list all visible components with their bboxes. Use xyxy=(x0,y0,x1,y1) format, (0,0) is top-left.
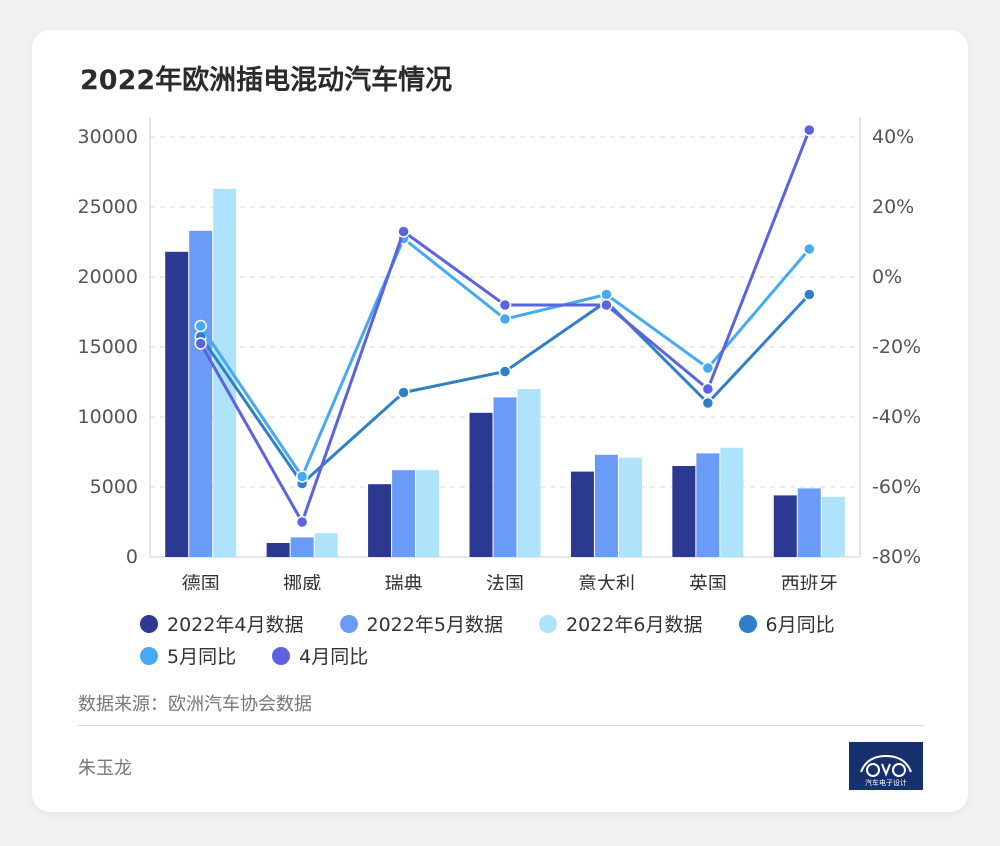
y-left-tick-label: 30000 xyxy=(78,126,138,148)
bar-apr xyxy=(469,412,493,557)
legend-swatch-may-yoy xyxy=(140,646,158,665)
legend-swatch-may-bar xyxy=(339,614,358,633)
legend-label: 2022年4月数据 xyxy=(167,614,304,636)
legend-swatch-jun-yoy xyxy=(738,614,757,633)
x-tick-label: 法国 xyxy=(486,573,524,590)
y-right-tick-label: 20% xyxy=(872,196,914,218)
y-left-tick-label: 15000 xyxy=(78,336,138,358)
bar-may xyxy=(797,488,821,557)
legend-row-1: 2022年4月数据 2022年5月数据 2022年6月数据 6月同比 xyxy=(140,610,900,642)
chart-title: 2022年欧洲插电混动汽车情况 xyxy=(80,65,453,96)
legend-label: 2022年6月数据 xyxy=(566,614,703,636)
data-source-note: 数据来源：欧洲汽车协会数据 xyxy=(78,694,312,715)
point-may-yoy xyxy=(498,312,512,326)
legend-item-apr-bar[interactable]: 2022年4月数据 xyxy=(140,610,303,637)
author-name: 朱玉龙 xyxy=(78,758,132,779)
legend-swatch-jun-bar xyxy=(539,614,557,633)
x-tick-label: 瑞典 xyxy=(385,573,423,590)
point-apr-yoy xyxy=(498,298,512,312)
bar-may xyxy=(594,454,618,557)
legend-swatch-apr-bar xyxy=(140,614,158,633)
bar-jun xyxy=(618,457,642,557)
y-right-tick-label: 40% xyxy=(872,126,914,148)
brand-logo: 汽车电子设计 xyxy=(849,742,923,790)
legend-item-apr-yoy[interactable]: 4月同比 xyxy=(272,642,368,669)
legend-item-jun-bar[interactable]: 2022年6月数据 xyxy=(539,610,702,637)
legend-label: 6月同比 xyxy=(765,614,835,636)
point-may-yoy xyxy=(194,319,207,333)
bar-apr xyxy=(266,543,290,557)
point-apr-yoy xyxy=(194,337,207,350)
point-may-yoy xyxy=(600,288,613,301)
footer-divider xyxy=(78,725,924,726)
car-outline-logo-icon: 汽车电子设计 xyxy=(860,754,912,787)
legend-row-2: 5月同比 4月同比 xyxy=(140,642,900,674)
chart-card: 2022年欧洲插电混动汽车情况 0 5000 10000 15000 20000 2500… xyxy=(32,30,968,812)
bar-apr xyxy=(672,466,696,557)
point-may-yoy xyxy=(701,361,715,375)
bar-may xyxy=(189,230,213,558)
point-apr-yoy xyxy=(701,382,715,396)
y-right-tick-label: -60% xyxy=(872,476,921,498)
x-tick-label: 挪威 xyxy=(283,573,321,590)
legend-item-may-yoy[interactable]: 5月同比 xyxy=(140,642,236,669)
point-jun-yoy xyxy=(397,386,410,399)
chart-legend: 2022年4月数据 2022年5月数据 2022年6月数据 6月同比 5月同比 … xyxy=(140,610,900,674)
bar-jun xyxy=(314,533,338,557)
point-may-yoy xyxy=(803,242,816,256)
point-may-yoy xyxy=(295,470,309,483)
point-apr-yoy xyxy=(600,298,613,312)
bar-may xyxy=(392,470,416,557)
bar-may xyxy=(696,453,720,557)
legend-label: 4月同比 xyxy=(299,646,369,668)
bar-jun xyxy=(416,470,440,557)
x-tick-label: 意大利 xyxy=(578,573,635,590)
legend-swatch-apr-yoy xyxy=(272,646,291,665)
legend-item-may-bar[interactable]: 2022年5月数据 xyxy=(339,610,503,637)
x-tick-label: 英国 xyxy=(689,573,727,590)
y-right-tick-label: 0% xyxy=(872,266,902,288)
bar-may xyxy=(290,537,314,557)
logo-text: 汽车电子设计 xyxy=(865,778,907,787)
bar-may xyxy=(493,397,517,557)
point-apr-yoy xyxy=(397,225,410,238)
bar-apr xyxy=(570,471,594,557)
y-right-tick-label: -80% xyxy=(872,546,921,568)
bar-apr xyxy=(165,251,189,558)
bar-apr xyxy=(368,484,392,557)
bar-jun xyxy=(821,496,845,557)
y-left-tick-label: 5000 xyxy=(90,476,138,498)
point-jun-yoy xyxy=(701,396,715,410)
bar-apr xyxy=(773,495,797,557)
y-left-tick-label: 10000 xyxy=(78,406,138,428)
combo-chart: 0 5000 10000 15000 20000 25000 30000 -80% -60% -4… xyxy=(78,117,921,590)
y-right-tick-label: -40% xyxy=(872,406,921,428)
y-left-tick-label: 0 xyxy=(126,546,138,568)
point-apr-yoy xyxy=(295,515,309,529)
y-left-tick-label: 20000 xyxy=(78,266,138,288)
x-tick-label: 德国 xyxy=(182,573,220,590)
point-jun-yoy xyxy=(498,365,512,378)
bar-jun xyxy=(517,389,541,557)
point-apr-yoy xyxy=(803,123,816,137)
legend-item-jun-yoy[interactable]: 6月同比 xyxy=(738,610,835,637)
point-jun-yoy xyxy=(803,288,816,301)
legend-label: 2022年5月数据 xyxy=(366,614,503,636)
legend-label: 5月同比 xyxy=(167,646,237,668)
bar-jun xyxy=(720,447,744,557)
y-left-tick-label: 25000 xyxy=(78,196,138,218)
x-tick-label: 西班牙 xyxy=(781,573,838,590)
y-right-tick-label: -20% xyxy=(872,336,921,358)
